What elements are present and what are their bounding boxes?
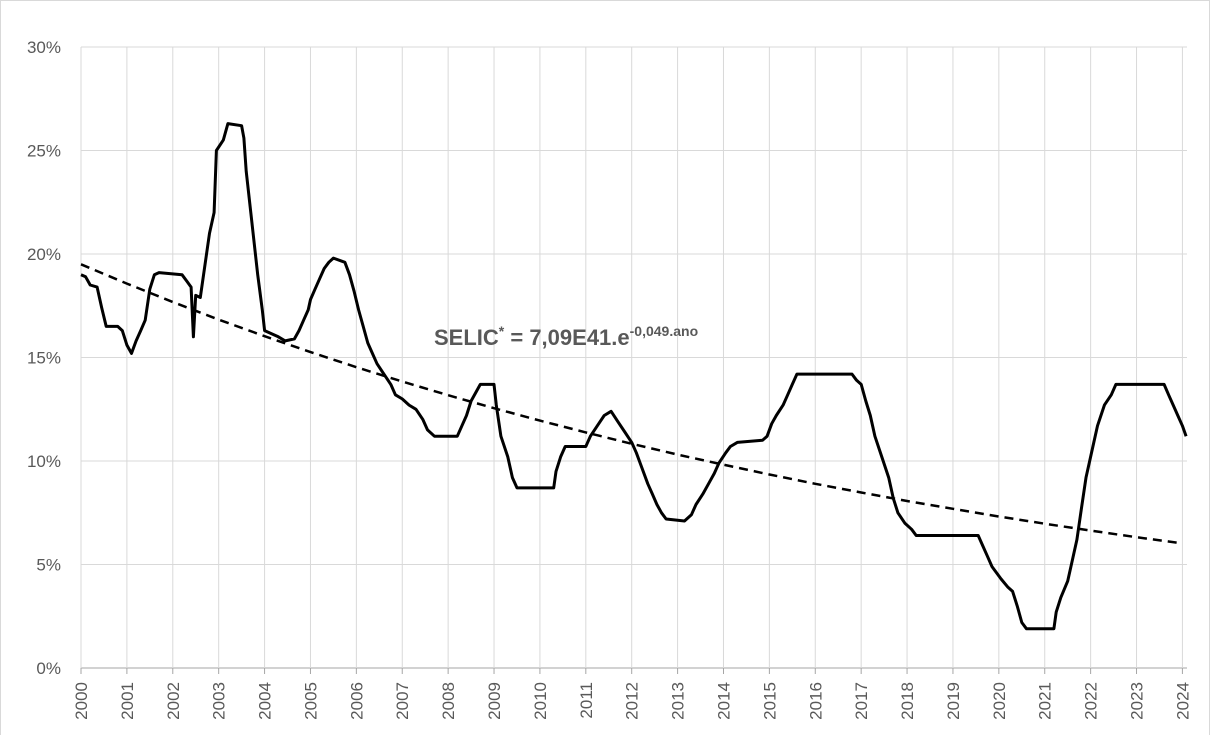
- x-tick-label: 2022: [1082, 682, 1101, 720]
- x-tick-label: 2024: [1173, 682, 1192, 720]
- y-tick-label: 20%: [27, 245, 61, 264]
- x-tick-label: 2013: [669, 682, 688, 720]
- annotation-text: = 7,09E41.e: [504, 325, 629, 350]
- x-tick-label: 2012: [623, 682, 642, 720]
- y-tick-label: 30%: [27, 38, 61, 57]
- y-tick-label: 0%: [36, 659, 61, 678]
- x-tick-label: 2006: [347, 682, 366, 720]
- x-tick-label: 2008: [439, 682, 458, 720]
- x-tick-label: 2023: [1128, 682, 1147, 720]
- x-tick-label: 2015: [760, 682, 779, 720]
- y-tick-label: 5%: [36, 556, 61, 575]
- x-tick-label: 2019: [944, 682, 963, 720]
- x-tick-label: 2016: [806, 682, 825, 720]
- x-tick-label: 2011: [577, 682, 596, 719]
- x-tick-label: 2001: [118, 682, 137, 720]
- y-tick-label: 25%: [27, 142, 61, 161]
- trend-line: [80, 263, 1183, 545]
- x-tick-label: 2005: [301, 682, 320, 720]
- x-tick-label: 2007: [393, 682, 412, 720]
- x-tick-label: 2000: [72, 682, 91, 720]
- y-tick-label: 10%: [27, 452, 61, 471]
- annotation-superscript: *: [499, 323, 505, 339]
- annotation: SELIC* = 7,09E41.e-0,049.ano: [434, 323, 698, 350]
- annotation-superscript: -0,049.ano: [630, 323, 698, 339]
- x-tick-label: 2020: [990, 682, 1009, 720]
- x-tick-label: 2003: [210, 682, 229, 720]
- data-line: [80, 122, 1188, 631]
- annotation-text: SELIC: [434, 325, 499, 350]
- x-tick-label: 2017: [852, 682, 871, 720]
- x-tick-label: 2021: [1036, 682, 1055, 720]
- x-tick-label: 2018: [898, 682, 917, 720]
- x-tick-label: 2014: [714, 682, 733, 720]
- x-tick-label: 2004: [256, 682, 275, 720]
- x-tick-label: 2010: [531, 682, 550, 720]
- x-tick-label: 2002: [164, 682, 183, 720]
- x-tick-label: 2009: [485, 682, 504, 720]
- y-tick-label: 15%: [27, 349, 61, 368]
